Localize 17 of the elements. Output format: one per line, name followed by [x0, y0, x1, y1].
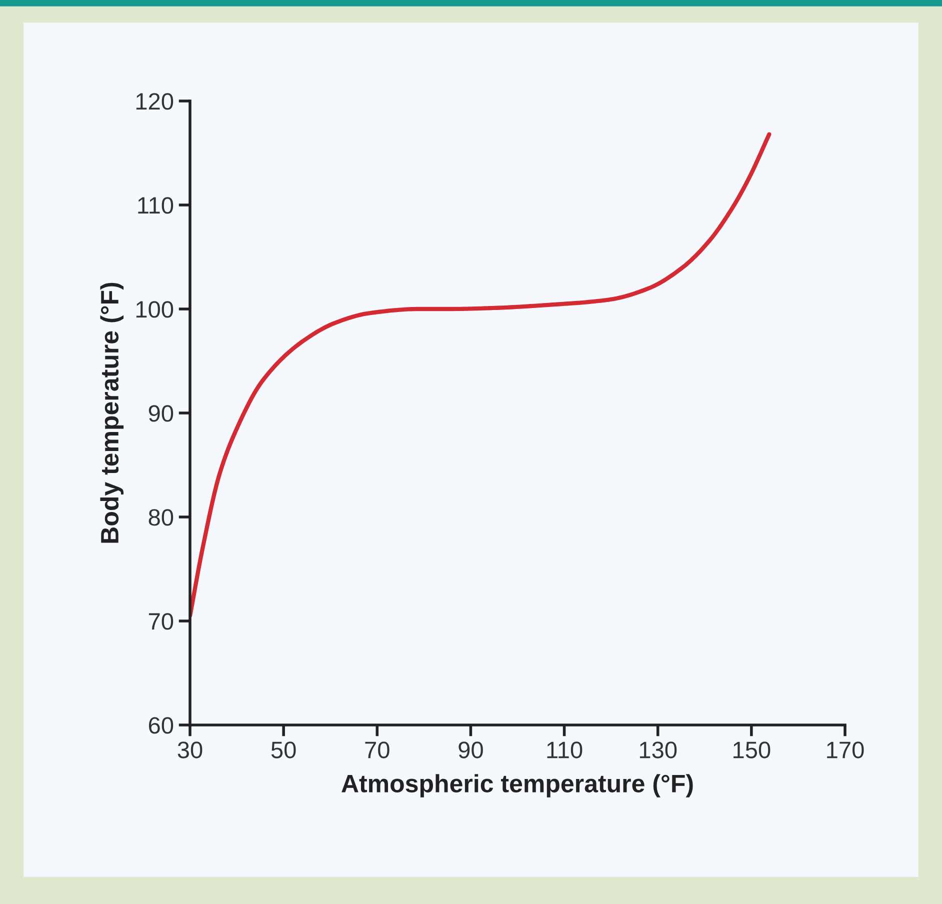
y-tick-label: 60: [148, 717, 174, 734]
y-tick-label: 80: [148, 509, 174, 526]
x-tick-label: 50: [271, 742, 296, 758]
y-tick-label: 110: [138, 197, 174, 214]
x-tick-label: 130: [640, 742, 677, 758]
x-tick-label: 70: [365, 742, 390, 758]
x-tick-label: 90: [458, 742, 483, 758]
y-tick-label: 70: [148, 613, 174, 630]
x-tick-label: 170: [827, 742, 864, 758]
y-tick-label: 100: [136, 301, 174, 318]
y-tick-label: 90: [148, 405, 174, 422]
x-tick-label: 30: [178, 742, 202, 758]
x-tick-label: 150: [734, 742, 770, 758]
y-axis-title: Body temperature (°F): [100, 282, 124, 543]
x-tick-label: 110: [547, 742, 582, 758]
x-axis-title: Atmospheric temperature (°F): [342, 774, 693, 798]
y-tick-label: 120: [136, 93, 174, 110]
